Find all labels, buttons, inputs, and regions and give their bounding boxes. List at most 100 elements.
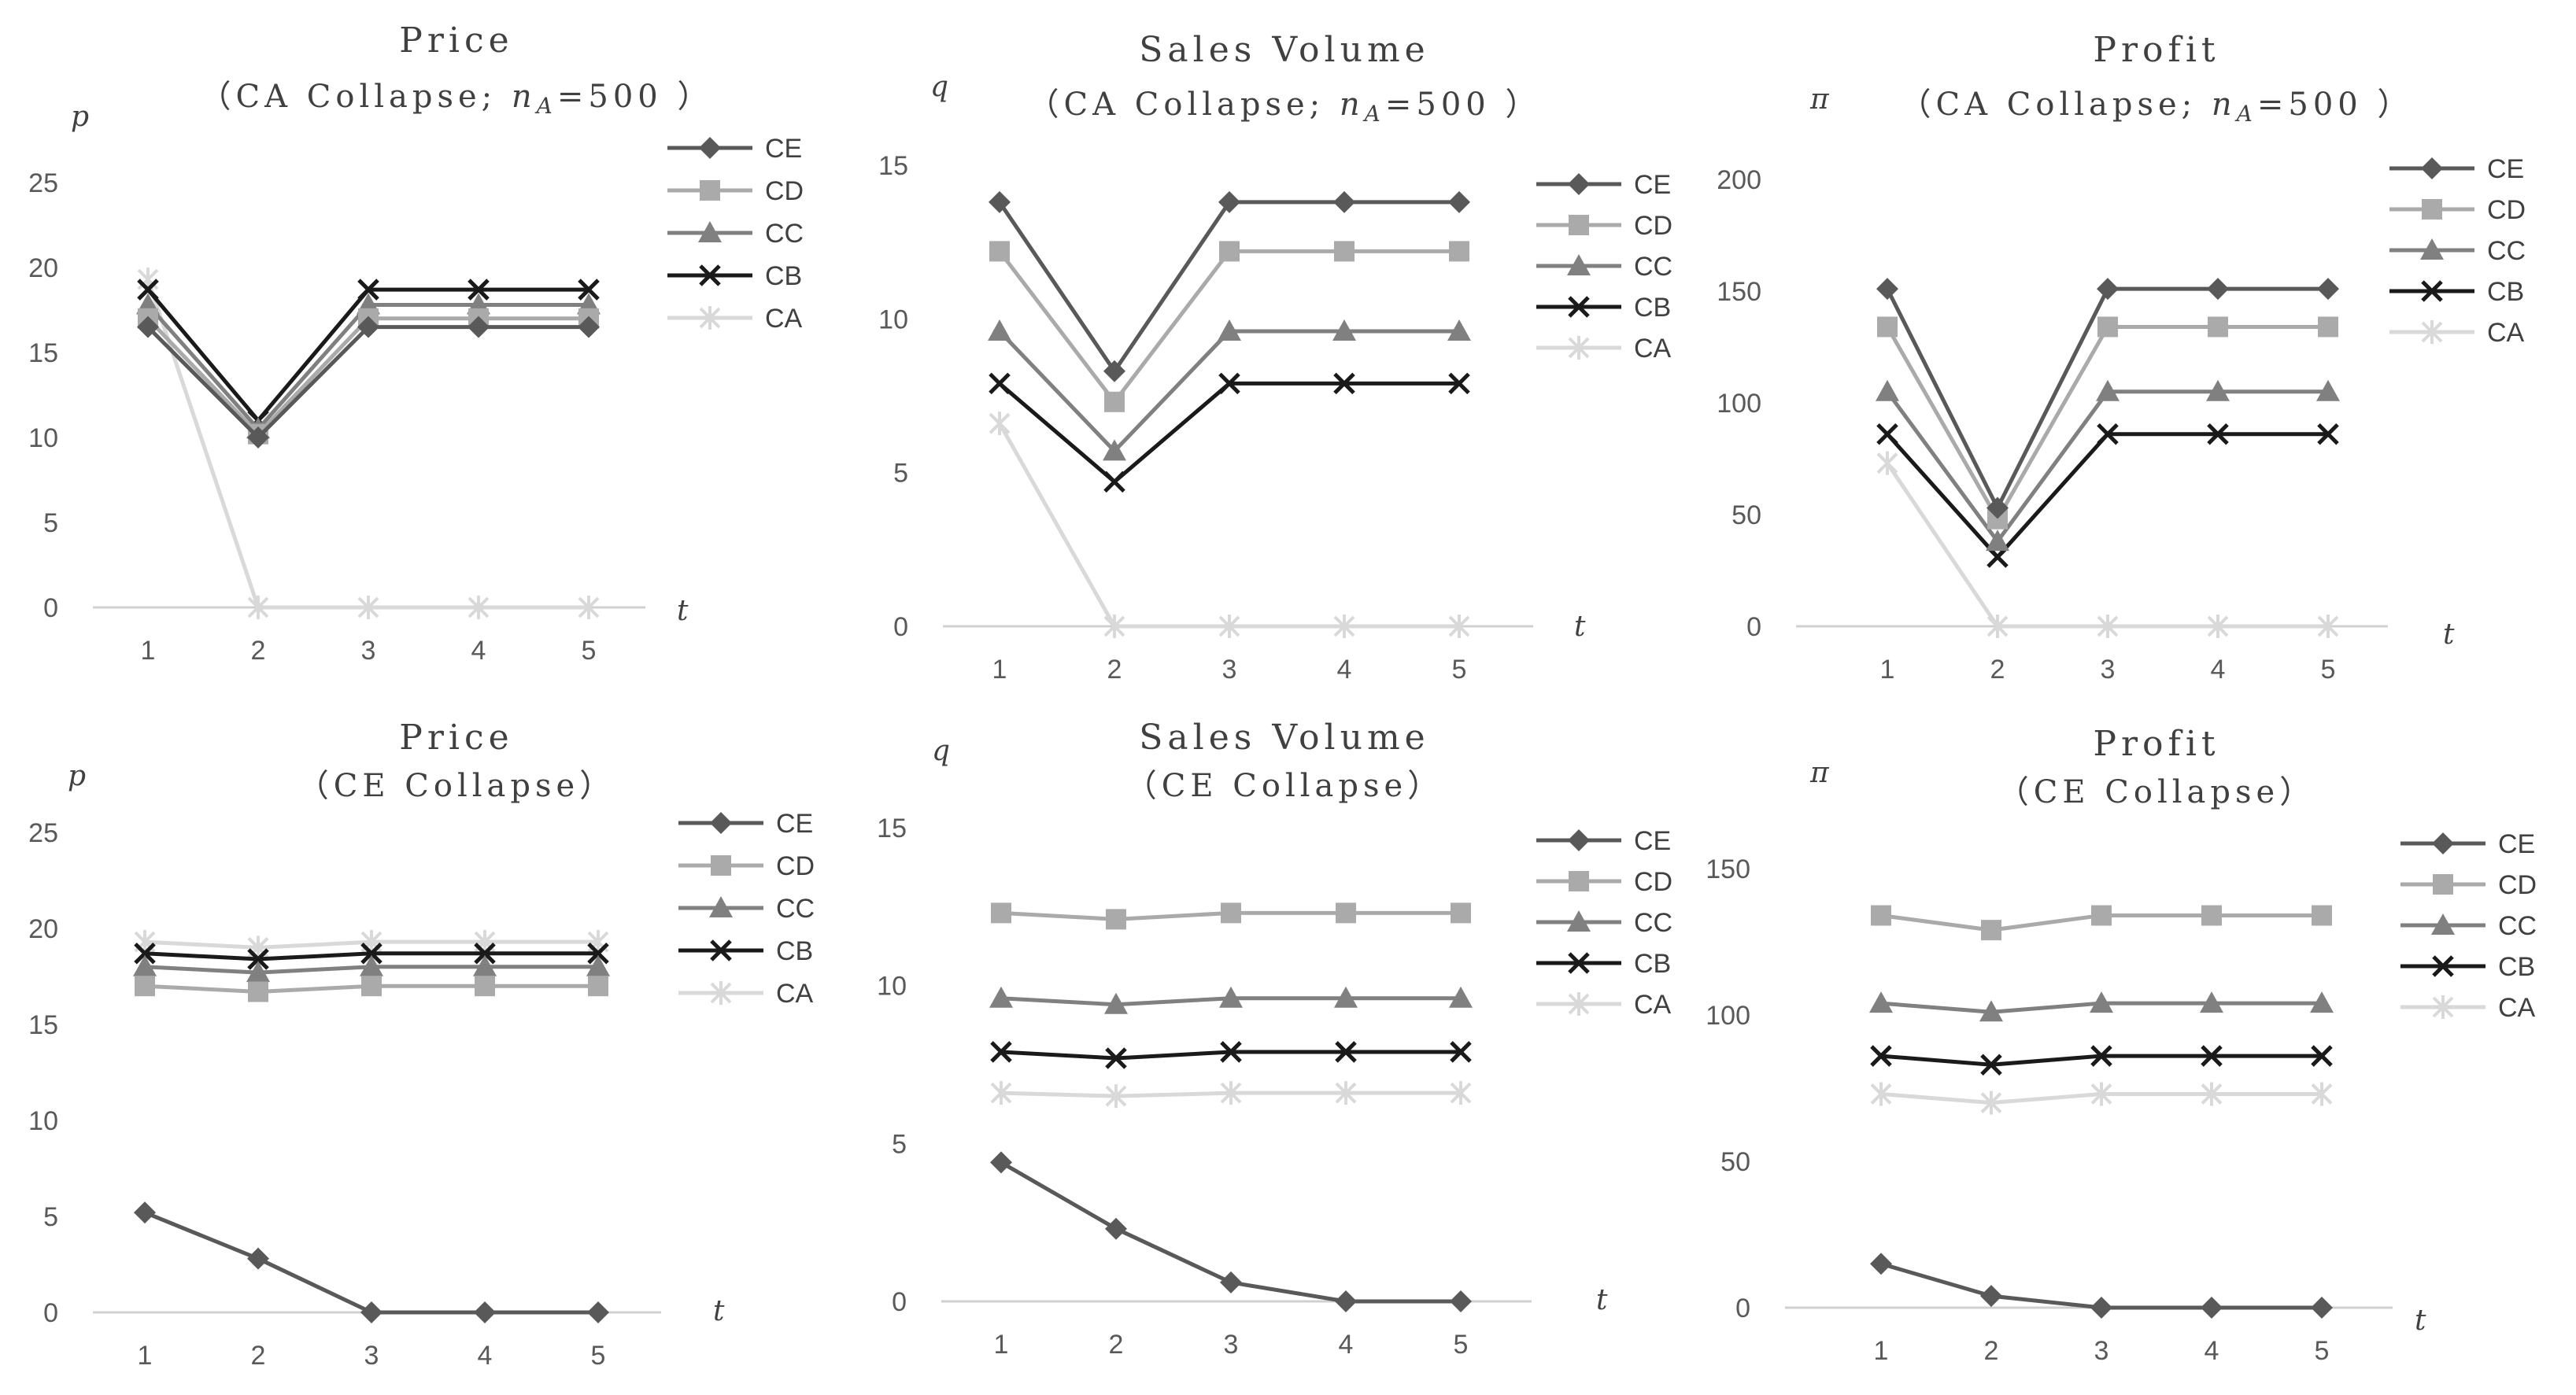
legend-label-cb: CB — [2498, 952, 2535, 982]
y-tick-label: 20 — [28, 253, 58, 283]
data-point-cb — [247, 948, 269, 970]
data-point-cd — [1334, 241, 1355, 262]
y-tick-label: 200 — [1717, 165, 1761, 195]
data-point-cc — [1869, 991, 1893, 1013]
data-point-ca — [990, 1081, 1012, 1105]
data-point-ce — [2201, 1297, 2223, 1319]
data-point-ca — [2090, 1082, 2112, 1106]
data-point-ca — [1220, 1081, 1242, 1105]
legend-marker-cc — [2420, 238, 2444, 260]
data-point-cc — [2206, 379, 2230, 401]
legend-marker-cd — [1569, 871, 1589, 891]
legend-label-ce: CE — [2487, 154, 2524, 184]
data-point-cc — [2096, 379, 2120, 401]
data-point-cc — [2090, 991, 2113, 1013]
data-point-ce — [360, 1301, 383, 1323]
data-point-cd — [2318, 316, 2338, 338]
chart-subtitle: （CE Collapse） — [1998, 774, 2315, 810]
y-axis-label: q — [932, 735, 950, 767]
chart-panel-4: Price （CE Collapse） p t 0 5 10 15 20 25 1 2 3 4 5 CE CD C… — [28, 718, 815, 1371]
legend-label-ce: CE — [2498, 829, 2535, 859]
data-point-cc — [1334, 986, 1358, 1008]
data-point-cc — [2200, 991, 2223, 1013]
chart-panel-3: Profit （CA Collapse; nA=500 ） π t 0 50 100 150 2… — [1717, 30, 2526, 685]
series-line-cb — [1886, 432, 2328, 559]
y-tick-label: 25 — [28, 168, 58, 198]
data-point-ce — [137, 316, 159, 338]
legend-label-cc: CC — [2498, 911, 2537, 941]
data-point-cc — [133, 954, 157, 976]
legend-marker-cb — [699, 264, 721, 286]
y-tick-label: 15 — [28, 1010, 58, 1040]
x-tick-label: 3 — [2094, 1336, 2109, 1366]
data-point-ca — [1335, 1081, 1357, 1105]
data-point-ce — [1870, 1253, 1892, 1275]
y-tick-label: 15 — [28, 338, 58, 368]
chart-panel-6: Profit （CE Collapse） π t 0 50 100 150 1 2 3 4 5 CE CD C… — [1706, 724, 2537, 1366]
data-point-ca — [1105, 1084, 1127, 1109]
y-tick-label: 5 — [43, 1202, 58, 1232]
x-axis-label: t — [1596, 1284, 1608, 1316]
data-point-cb — [474, 942, 496, 965]
legend-label-cd: CD — [2487, 195, 2526, 225]
legend-marker-cb — [2432, 955, 2454, 977]
x-tick-label: 1 — [138, 1341, 153, 1371]
data-point-ce — [1105, 1217, 1127, 1240]
x-tick-label: 2 — [251, 636, 266, 666]
legend-label-ce: CE — [765, 134, 802, 164]
x-tick-label: 4 — [1339, 1330, 1354, 1360]
legend-label-cd: CD — [776, 851, 815, 881]
legend-marker-ce — [699, 137, 721, 159]
y-tick-label: 15 — [878, 151, 908, 181]
chart-subtitle: （CA Collapse; nA=500 ） — [200, 79, 714, 119]
data-point-ce — [587, 1301, 609, 1323]
legend-label-cc: CC — [1634, 908, 1672, 938]
data-point-cc — [473, 954, 497, 976]
data-point-ce — [990, 1151, 1012, 1174]
data-point-cd — [2201, 905, 2222, 926]
x-tick-label: 5 — [2321, 655, 2336, 685]
data-point-cd — [1221, 902, 1241, 924]
data-point-cc — [1218, 319, 1241, 341]
data-point-ca — [357, 596, 379, 619]
data-point-cc — [1449, 986, 1473, 1008]
x-tick-label: 5 — [2315, 1336, 2330, 1366]
x-tick-label: 2 — [1107, 655, 1122, 685]
chart-subtitle: （CA Collapse; nA=500 ） — [1028, 87, 1542, 127]
y-axis-label: p — [68, 760, 86, 792]
data-point-cb — [1870, 1045, 1892, 1067]
legend-marker-ca — [1568, 336, 1590, 360]
data-point-cb — [1876, 423, 1898, 445]
legend-marker-cb — [710, 939, 732, 961]
y-tick-label: 10 — [28, 423, 58, 453]
x-tick-label: 2 — [1109, 1330, 1124, 1360]
data-point-cd — [1871, 905, 1891, 926]
legend-marker-ce — [710, 812, 732, 834]
legend-label-cd: CD — [765, 176, 804, 206]
x-tick-label: 3 — [1224, 1330, 1239, 1360]
x-tick-label: 4 — [2211, 655, 2226, 685]
legend-marker-cc — [1567, 254, 1591, 275]
data-point-ce — [468, 316, 490, 338]
data-point-ce — [1220, 1271, 1242, 1294]
data-point-cd — [1104, 391, 1125, 412]
legend-label-cc: CC — [2487, 236, 2526, 266]
data-point-cc — [989, 986, 1013, 1008]
legend-label-cc: CC — [765, 219, 804, 249]
legend-marker-ce — [2432, 832, 2454, 854]
data-point-ca — [468, 596, 490, 619]
y-tick-label: 150 — [1706, 854, 1750, 884]
data-point-cb — [578, 279, 600, 301]
data-point-cb — [1448, 372, 1470, 395]
legend-marker-cd — [2422, 199, 2442, 220]
series-line-cb — [998, 381, 1459, 484]
x-tick-label: 1 — [1874, 1336, 1889, 1366]
legend-label-cc: CC — [1634, 252, 1672, 282]
series-line-ca — [997, 422, 1459, 629]
x-tick-label: 5 — [582, 636, 597, 666]
y-tick-label: 100 — [1717, 389, 1761, 419]
x-tick-label: 3 — [1222, 655, 1237, 685]
data-point-ca — [1103, 614, 1125, 638]
data-point-cc — [246, 961, 270, 983]
